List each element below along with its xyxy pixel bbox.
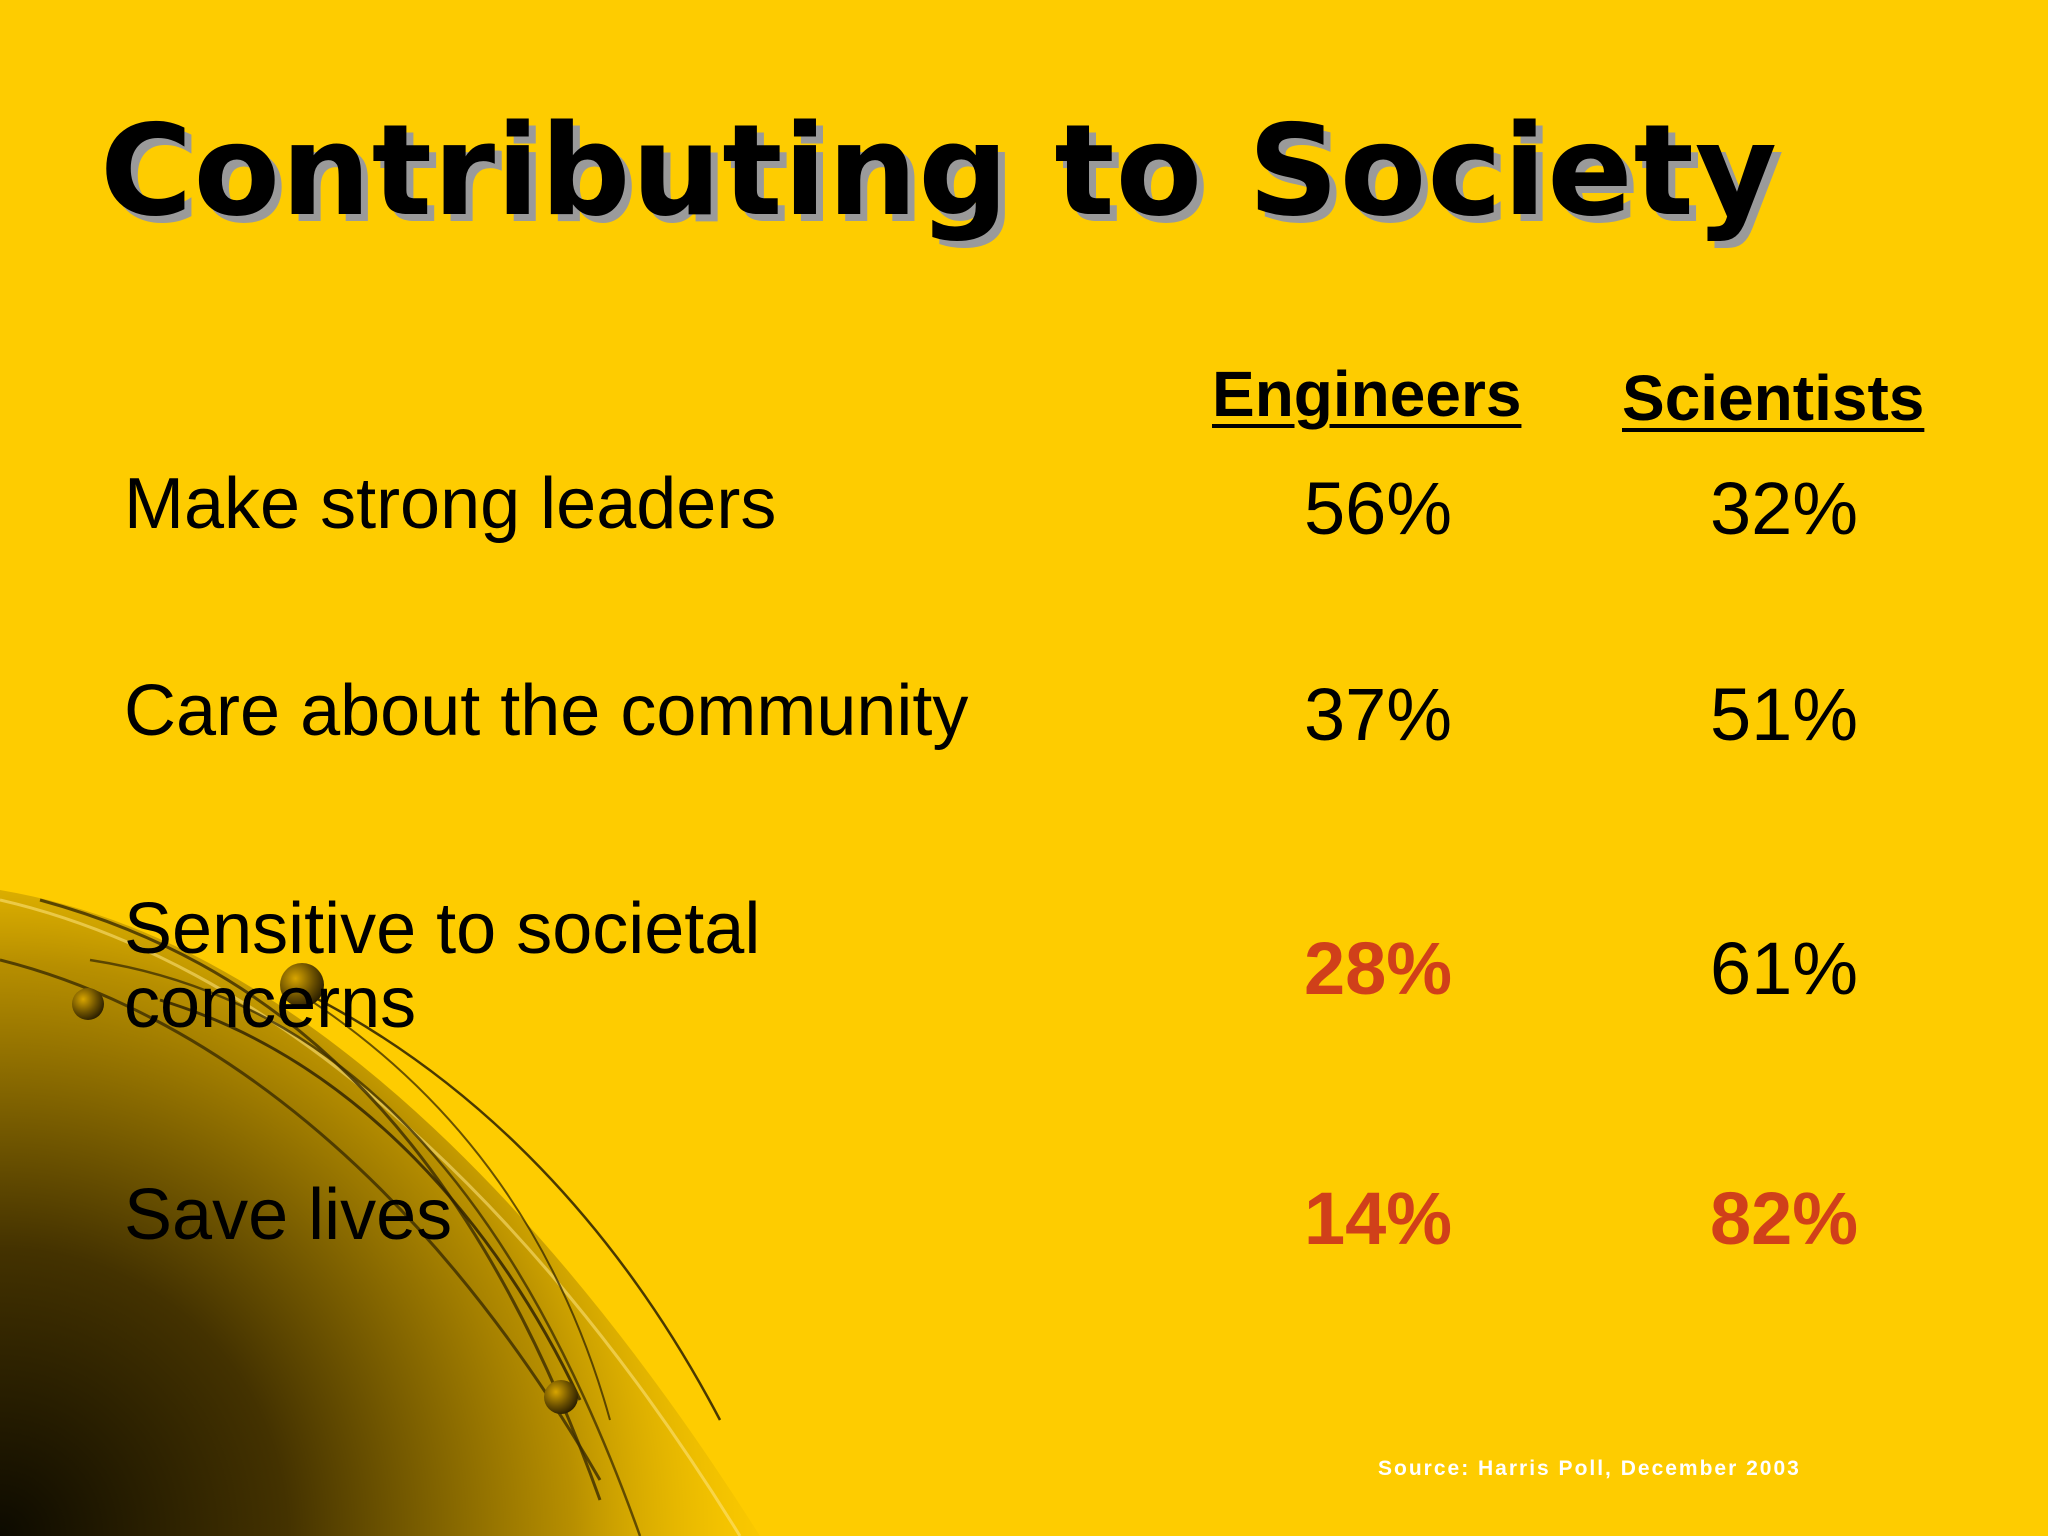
decorative-ball-3 — [544, 1380, 578, 1414]
row-label-make-strong-leaders: Make strong leaders — [124, 464, 777, 544]
engineers-value-make-strong-leaders: 56% — [1304, 467, 1453, 550]
decorative-ball-2 — [280, 963, 324, 1007]
source-citation: Source: Harris Poll, December 2003 — [1378, 1457, 1801, 1480]
column-header-scientists: Scientists — [1622, 362, 1925, 434]
slide-title: Contributing to Society — [100, 97, 1779, 244]
engineers-value-care-about-community: 37% — [1304, 673, 1453, 756]
row-label-sensitive-line1: Sensitive to societal — [124, 889, 761, 969]
engineers-value-save-lives: 14% — [1304, 1177, 1453, 1260]
decorative-ball-1 — [72, 988, 104, 1020]
scientists-value-make-strong-leaders: 32% — [1710, 467, 1859, 550]
engineers-value-sensitive-to-societal-concerns: 28% — [1304, 927, 1453, 1010]
row-label-care-about-community: Care about the community — [124, 671, 969, 751]
scientists-value-sensitive-to-societal-concerns: 61% — [1710, 927, 1859, 1010]
scientists-value-save-lives: 82% — [1710, 1177, 1859, 1260]
scientists-value-care-about-community: 51% — [1710, 673, 1859, 756]
row-label-save-lives: Save lives — [124, 1175, 453, 1255]
column-header-engineers: Engineers — [1212, 358, 1522, 430]
row-label-sensitive-line2: concerns — [124, 963, 417, 1043]
